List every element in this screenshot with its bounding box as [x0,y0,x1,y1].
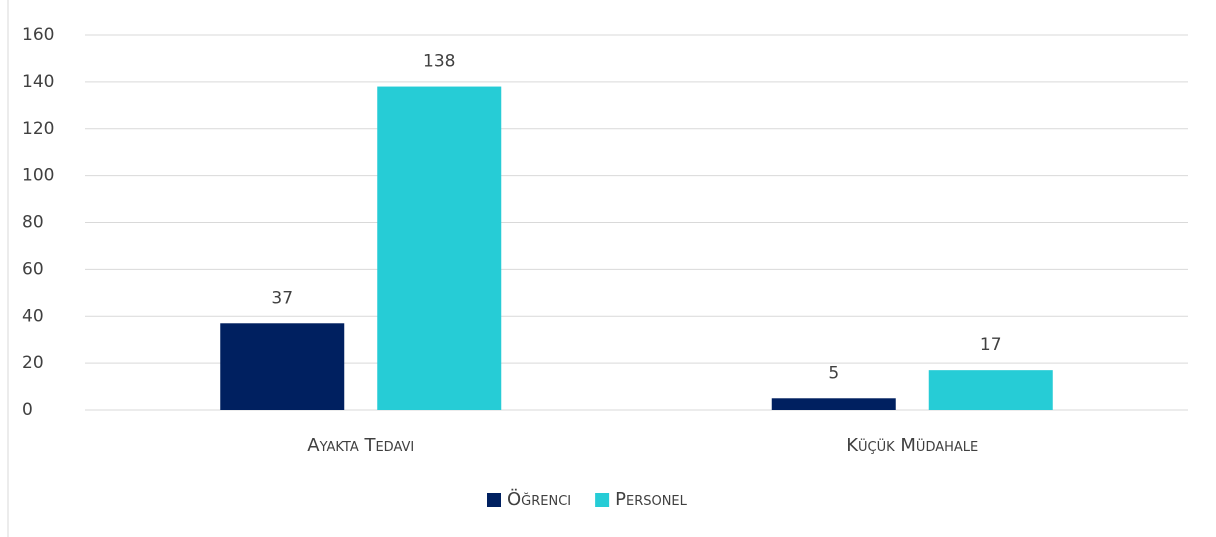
bar [928,370,1053,410]
x-tick-label: Ayakta Tedavi [307,435,414,456]
y-tick-label: 100 [22,166,54,186]
bar [220,323,345,410]
y-tick-label: 80 [22,213,44,233]
data-label: 17 [980,335,1002,355]
legend-label: Öğrenci [507,488,571,510]
x-tick-label: Küçük Müdahale [846,435,978,456]
legend-swatch [487,493,501,507]
y-tick-label: 40 [22,306,44,326]
legend-label: Personel [615,489,688,510]
data-label: 37 [271,288,293,308]
y-tick-label: 120 [22,119,54,139]
data-label: 5 [828,363,839,383]
y-tick-label: 0 [22,400,33,420]
legend-swatch [595,493,610,507]
y-tick-label: 140 [22,72,54,92]
bar [377,86,502,410]
y-tick-label: 60 [22,259,44,279]
bar [771,398,896,410]
data-label: 138 [423,52,455,72]
y-tick-label: 160 [22,25,54,45]
y-tick-label: 20 [22,353,44,373]
